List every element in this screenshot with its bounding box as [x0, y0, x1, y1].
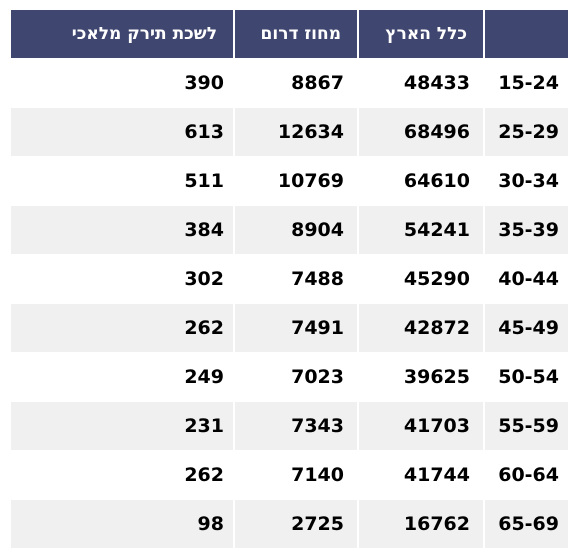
table-row: 50-54 39625 7023 249 [11, 352, 568, 402]
cell-south-district: 8867 [233, 58, 358, 108]
cell-south-district: 7343 [233, 401, 358, 451]
cell-south-district: 7140 [233, 450, 358, 500]
cell-age-group: 30-34 [483, 156, 568, 206]
cell-local-office: 384 [11, 205, 234, 255]
cell-national: 39625 [357, 352, 484, 402]
header-age-group [483, 10, 568, 59]
table-row: 30-34 64610 10769 511 [11, 156, 568, 206]
cell-age-group: 55-59 [483, 401, 568, 451]
cell-age-group: 35-39 [483, 205, 568, 255]
cell-national: 41744 [357, 450, 484, 500]
cell-local-office: 390 [11, 58, 234, 108]
table-row: 25-29 68496 12634 613 [11, 107, 568, 157]
header-row: כלל הארץ מחוז דרום לשכת תירק מלאכי [11, 10, 568, 59]
cell-age-group: 25-29 [483, 107, 568, 157]
header-south-district: מחוז דרום [233, 10, 358, 59]
cell-national: 41703 [357, 401, 484, 451]
cell-local-office: 613 [11, 107, 234, 157]
cell-south-district: 7491 [233, 303, 358, 353]
cell-south-district: 12634 [233, 107, 358, 157]
cell-national: 54241 [357, 205, 484, 255]
cell-national: 68496 [357, 107, 484, 157]
table-row: 15-24 48433 8867 390 [11, 58, 568, 108]
cell-local-office: 511 [11, 156, 234, 206]
cell-national: 16762 [357, 499, 484, 548]
cell-local-office: 302 [11, 254, 234, 304]
cell-age-group: 65-69 [483, 499, 568, 548]
cell-local-office: 249 [11, 352, 234, 402]
cell-south-district: 2725 [233, 499, 358, 548]
cell-age-group: 15-24 [483, 58, 568, 108]
cell-south-district: 8904 [233, 205, 358, 255]
cell-south-district: 7488 [233, 254, 358, 304]
table-row: 40-44 45290 7488 302 [11, 254, 568, 304]
cell-local-office: 98 [11, 499, 234, 548]
table-row: 60-64 41744 7140 262 [11, 450, 568, 500]
cell-age-group: 50-54 [483, 352, 568, 402]
table-row: 35-39 54241 8904 384 [11, 205, 568, 255]
table-header: כלל הארץ מחוז דרום לשכת תירק מלאכי [11, 10, 568, 59]
table-row: 65-69 16762 2725 98 [11, 499, 568, 548]
header-local-office: לשכת תירק מלאכי [11, 10, 234, 59]
table-row: 45-49 42872 7491 262 [11, 303, 568, 353]
cell-national: 45290 [357, 254, 484, 304]
table-row: 55-59 41703 7343 231 [11, 401, 568, 451]
cell-national: 64610 [357, 156, 484, 206]
header-national: כלל הארץ [357, 10, 484, 59]
cell-south-district: 7023 [233, 352, 358, 402]
age-distribution-table: כלל הארץ מחוז דרום לשכת תירק מלאכי 15-24… [11, 10, 568, 548]
cell-national: 48433 [357, 58, 484, 108]
cell-south-district: 10769 [233, 156, 358, 206]
cell-local-office: 231 [11, 401, 234, 451]
cell-age-group: 40-44 [483, 254, 568, 304]
cell-age-group: 60-64 [483, 450, 568, 500]
cell-national: 42872 [357, 303, 484, 353]
cell-local-office: 262 [11, 450, 234, 500]
table-body: 15-24 48433 8867 390 25-29 68496 12634 613 30-34… [11, 58, 568, 548]
cell-age-group: 45-49 [483, 303, 568, 353]
cell-local-office: 262 [11, 303, 234, 353]
